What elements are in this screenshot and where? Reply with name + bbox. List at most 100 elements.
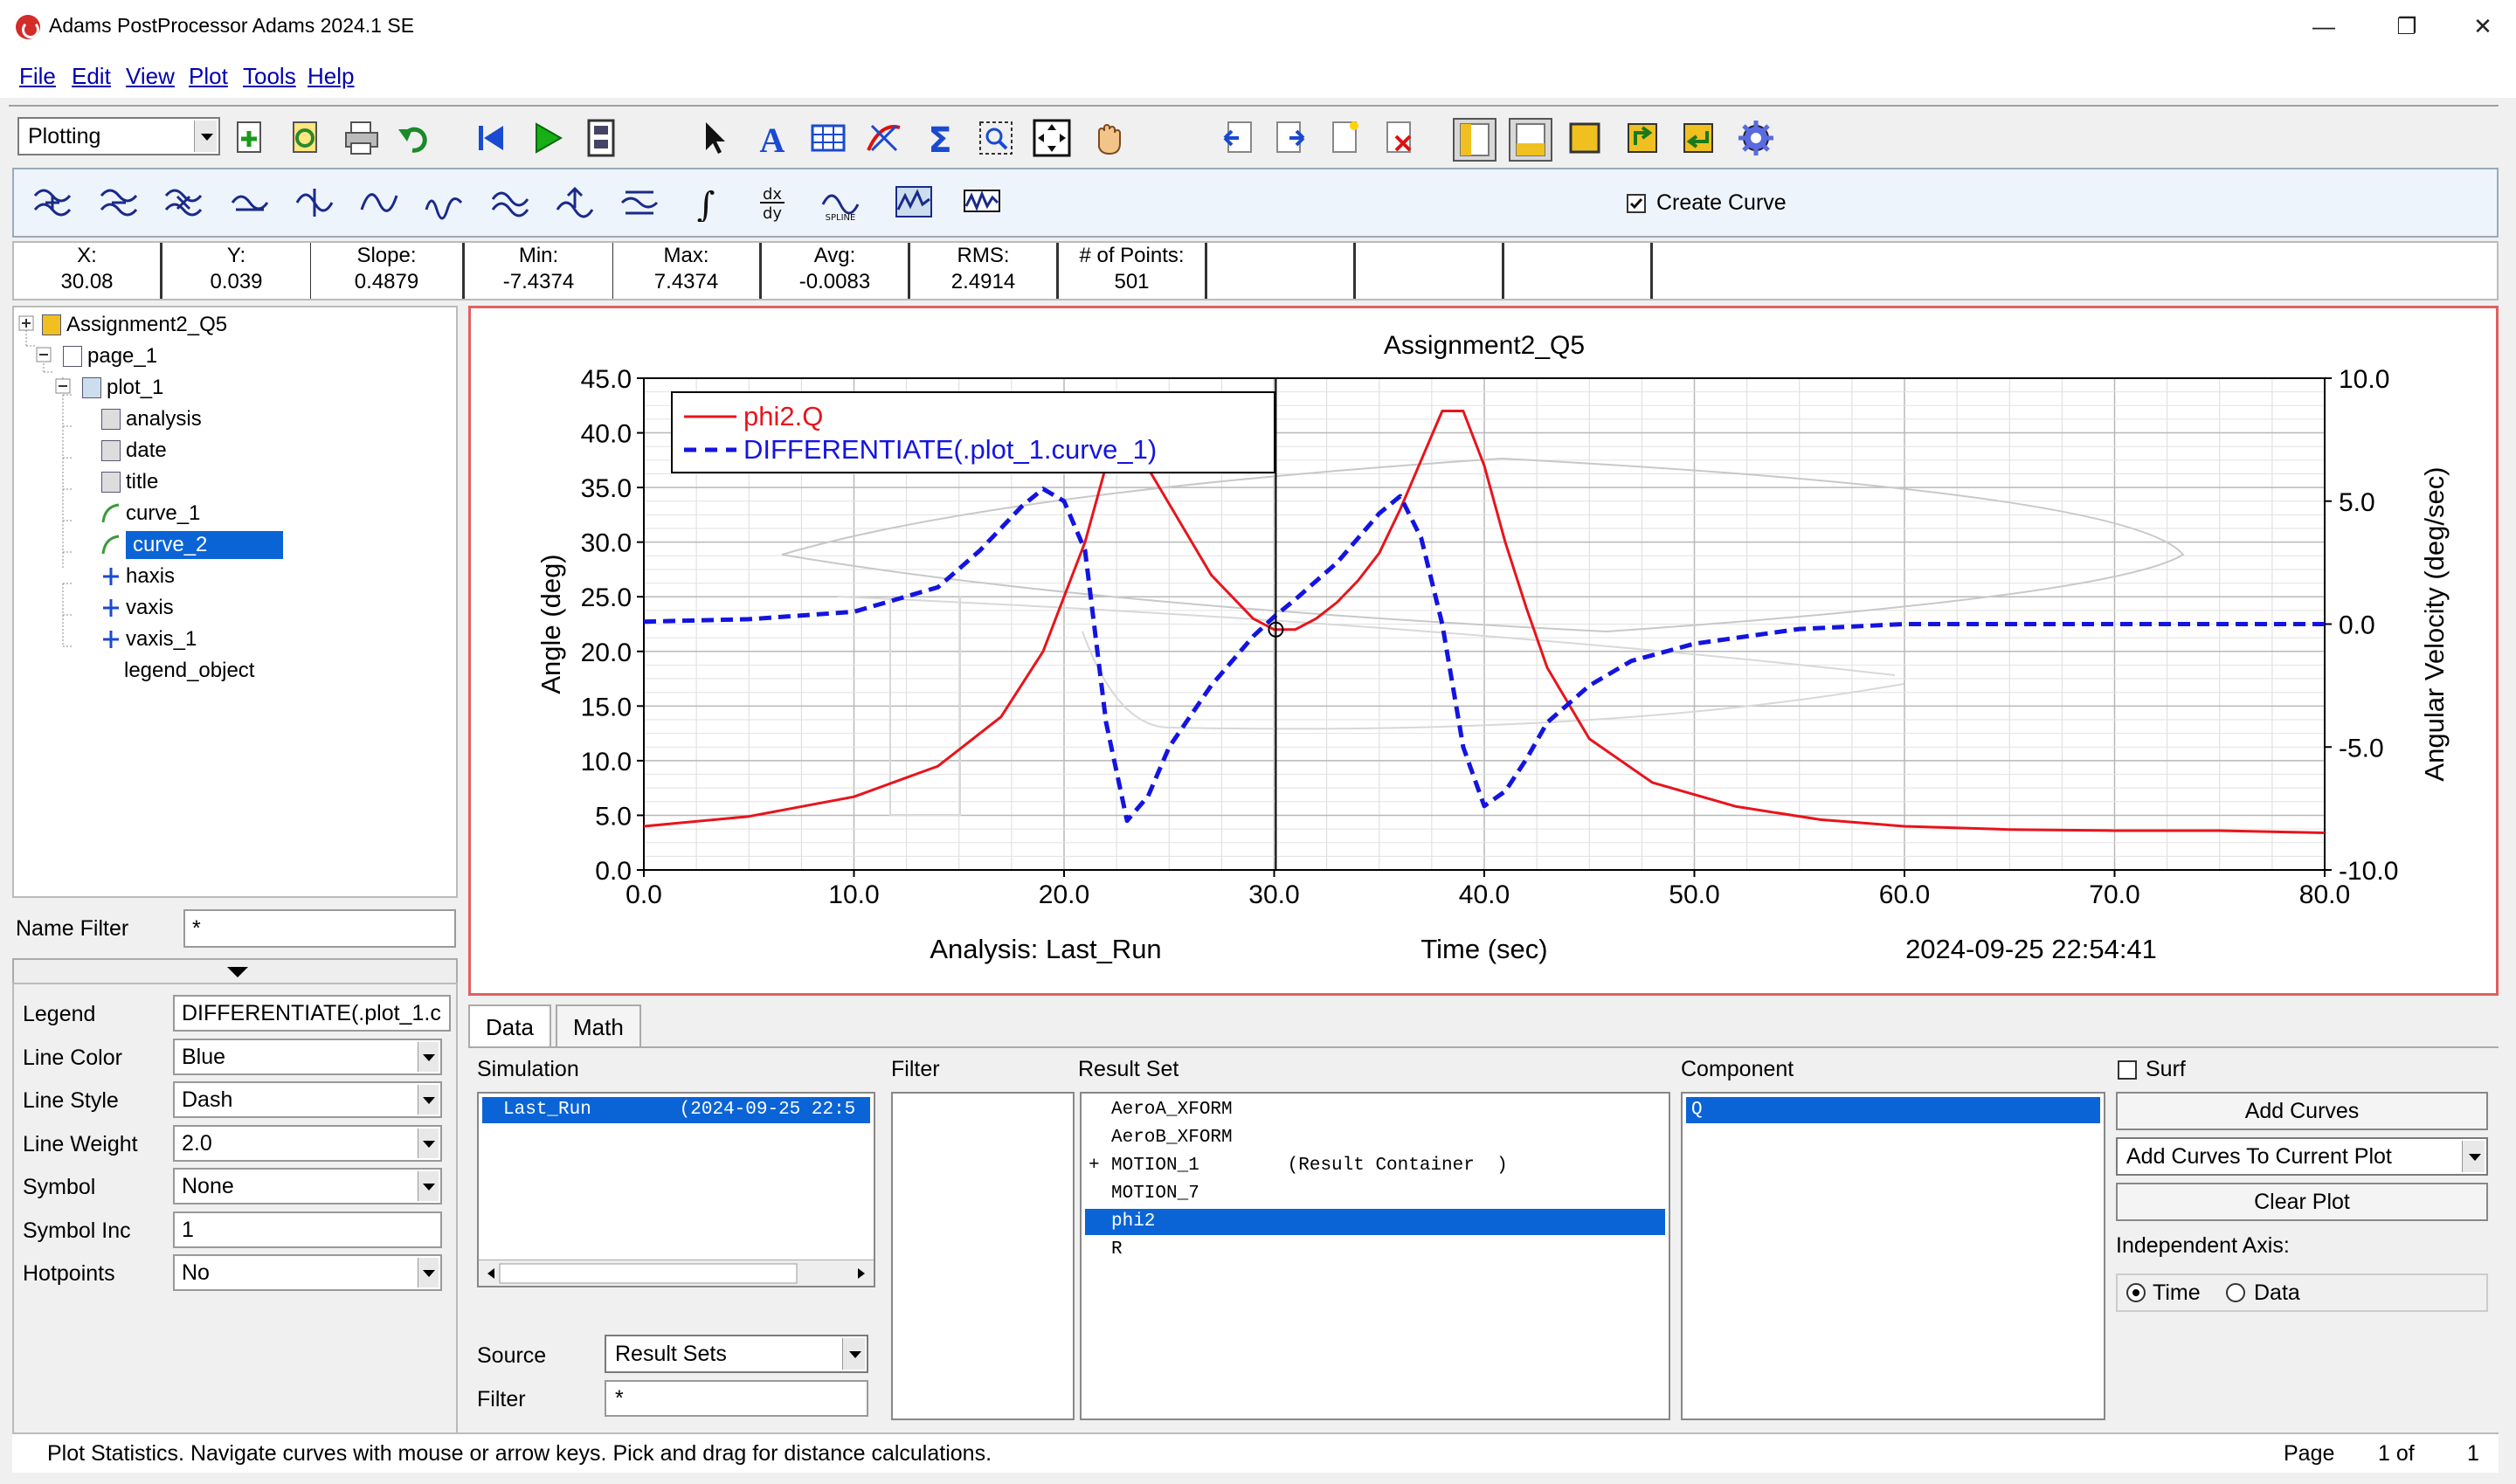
create-curve-checkbox[interactable] [1627,194,1646,213]
spline-icon[interactable]: SPLINE [821,183,860,222]
menu-help[interactable]: Help [308,63,355,89]
menu-view[interactable]: View [126,63,175,89]
prop-field-line-weight[interactable]: 2.0 [173,1124,442,1162]
tree-item-curve-1[interactable]: curve_1 [126,501,201,525]
horizontal-scrollbar[interactable] [479,1260,874,1286]
fit-view-icon[interactable] [1033,119,1071,157]
filter-list[interactable] [891,1092,1075,1420]
dropdown-arrow[interactable] [418,1171,439,1201]
add-mode-select[interactable]: Add Curves To Current Plot [2116,1137,2488,1176]
fft-plot-icon[interactable] [895,183,933,222]
negate-curve-icon[interactable] [295,183,334,222]
integrate-icon[interactable]: ∫ [687,183,725,222]
time-radio[interactable] [2126,1283,2146,1302]
plot-canvas[interactable]: 0.0 10.0 20.0 30.0 40.0 50.0 60.0 70.0 80.0 0.0 5.… [471,308,2496,993]
expand-props-toggle[interactable] [12,958,458,984]
pan-hand-icon[interactable] [1089,119,1127,157]
play-icon[interactable] [528,119,566,157]
minimize-button[interactable]: — [2312,13,2335,39]
layout-split-left-icon[interactable] [1452,117,1497,162]
export-arrow-icon[interactable] [1623,119,1662,157]
plot-area[interactable]: 0.0 10.0 20.0 30.0 40.0 50.0 60.0 70.0 80.0 0.0 5.… [468,306,2499,996]
chevron-down-icon[interactable] [2462,1141,2485,1172]
dropdown-arrow[interactable] [418,1041,439,1072]
text-tool-icon[interactable]: A [753,119,791,157]
chevron-down-icon[interactable] [842,1338,865,1370]
result-set-list[interactable]: AeroA_XFORM AeroB_XFORM + MOTION_1 (Result… [1080,1092,1670,1420]
maximize-button[interactable]: ❐ [2396,13,2417,39]
offset-curve-icon[interactable] [491,183,529,222]
scale-curve-icon[interactable] [425,183,463,222]
surf-checkbox[interactable] [2118,1060,2137,1080]
align-curve-icon[interactable] [556,183,594,222]
simulation-list[interactable]: Last_Run (2024-09-25 22:5 [477,1092,875,1287]
component-list[interactable]: Q [1681,1092,2105,1420]
tree-item-page-1[interactable]: page_1 [87,344,158,368]
tree-item-vaxis-1[interactable]: vaxis_1 [126,627,197,651]
data-radio[interactable] [2226,1283,2245,1302]
prop-field-line-color[interactable]: Blue [173,1038,442,1075]
multiply-curves-icon[interactable] [164,183,203,222]
refresh-icon[interactable] [287,119,325,157]
previous-page-icon[interactable] [1218,119,1256,157]
chevron-down-icon[interactable] [194,121,217,152]
settings-gear-icon[interactable] [1737,119,1775,157]
clear-plot-button[interactable]: Clear Plot [2116,1183,2488,1221]
result-set-item[interactable]: AeroA_XFORM [1085,1097,1665,1123]
layout-full-icon[interactable] [1566,119,1604,157]
animation-film-icon[interactable] [582,119,620,157]
menu-plot[interactable]: Plot [189,63,228,89]
prop-field-legend[interactable]: DIFFERENTIATE(.plot_1.c [173,995,451,1032]
tab-data[interactable]: Data [468,1004,551,1046]
simulation-item[interactable]: Last_Run (2024-09-25 22:5 [482,1097,870,1123]
zoom-box-icon[interactable] [977,119,1015,157]
new-blank-page-icon[interactable] [1326,119,1365,157]
undo-icon[interactable] [395,119,433,157]
print-icon[interactable] [342,119,381,157]
mode-select[interactable]: Plotting [17,117,220,155]
tree-item-legend-object[interactable]: legend_object [124,659,255,682]
interpolate-icon[interactable] [620,183,659,222]
tab-math[interactable]: Math [556,1004,641,1046]
delete-page-icon[interactable] [1380,119,1419,157]
result-set-item[interactable]: phi2 [1085,1209,1665,1235]
curve-edit-icon[interactable] [865,119,903,157]
tree-item-plot-1[interactable]: plot_1 [107,376,164,399]
tree-item-title[interactable]: title [126,470,159,494]
sigma-statistics-icon[interactable]: Σ [921,119,959,157]
table-tool-icon[interactable] [809,119,847,157]
sim-filter-input[interactable]: * [605,1380,868,1417]
invert-curve-icon[interactable] [360,183,398,222]
import-arrow-icon[interactable] [1679,119,1718,157]
dropdown-arrow[interactable] [418,1128,439,1158]
result-set-item[interactable]: MOTION_7 [1085,1181,1665,1207]
add-curves-math-icon[interactable] [33,183,72,222]
component-item[interactable]: Q [1686,1097,2100,1123]
absolute-value-icon[interactable] [231,183,269,222]
menu-file[interactable]: File [19,63,56,89]
filter-curve-icon[interactable] [963,183,1001,222]
prop-field-symbol-inc[interactable]: 1 [173,1211,442,1248]
result-set-item[interactable]: + MOTION_1 (Result Container ) [1085,1153,1665,1179]
tree-item-date[interactable]: date [126,438,167,462]
source-select[interactable]: Result Sets [605,1335,868,1373]
new-page-icon[interactable] [231,119,269,157]
select-arrow-icon[interactable] [695,119,734,157]
prop-field-symbol[interactable]: None [173,1168,442,1204]
name-filter-input[interactable]: * [183,909,456,948]
next-page-icon[interactable] [1272,119,1310,157]
menu-edit[interactable]: Edit [72,63,111,89]
result-set-item[interactable]: R [1085,1237,1665,1263]
layout-split-bottom-icon[interactable] [1508,117,1553,162]
close-button[interactable]: ✕ [2473,13,2492,39]
tree-item-analysis[interactable]: analysis [126,407,202,431]
subtract-curves-icon[interactable] [100,183,138,222]
tree-item-assignment2-q5[interactable]: Assignment2_Q5 [66,313,228,336]
tree-item-haxis[interactable]: haxis [126,564,176,588]
prop-field-hotpoints[interactable]: No [173,1254,442,1291]
tree-item-curve-2[interactable]: curve_2 [126,531,283,559]
add-curves-button[interactable]: Add Curves [2116,1092,2488,1130]
dropdown-arrow[interactable] [418,1258,439,1287]
menu-tools[interactable]: Tools [243,63,296,89]
